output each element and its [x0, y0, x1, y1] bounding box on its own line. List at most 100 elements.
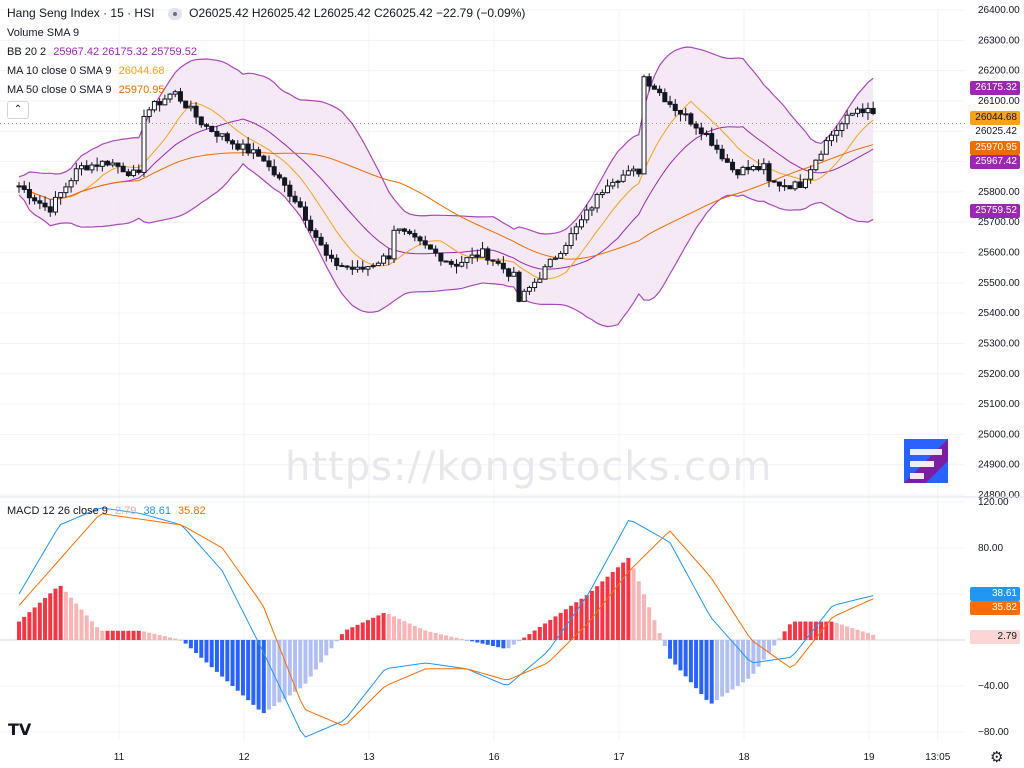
candle-body	[308, 219, 314, 232]
tradingview-logo[interactable]: TV	[8, 720, 32, 739]
price-tick-label: 26200.00	[978, 66, 1020, 77]
candle-body	[756, 166, 762, 171]
macd-hist-bar	[376, 615, 381, 640]
bb-upper-tag: 26175.32	[970, 81, 1020, 95]
macd-hist-bar	[834, 622, 839, 640]
candle-body	[427, 244, 433, 250]
macd-hist-bar	[574, 602, 579, 640]
volume-legend[interactable]: Volume SMA 9	[7, 26, 83, 40]
candle-body	[745, 166, 751, 171]
macd-hist-bar	[845, 626, 850, 640]
candle-body	[657, 88, 663, 94]
candle-body	[355, 266, 361, 270]
macd-hist-bar	[105, 630, 110, 640]
time-tick-label: 11	[114, 752, 125, 763]
macd-hist-bar	[813, 621, 818, 640]
macd-hist-bar	[490, 640, 495, 647]
bb-lower-tag: 25759.52	[970, 204, 1020, 218]
macd-hist-bar	[308, 640, 313, 677]
macd-legend[interactable]: MACD 12 26 close 9 2.79 38.61 35.82	[7, 504, 210, 518]
macd-signal-line	[18, 513, 874, 726]
macd-hist-bar	[220, 640, 225, 677]
candle-body	[740, 166, 746, 176]
price-tick-label: 24900.00	[978, 460, 1020, 471]
candle-body	[787, 185, 793, 190]
price-tick-label: 24800.00	[978, 490, 1020, 501]
candle-body	[141, 116, 147, 173]
candle-body	[391, 229, 397, 260]
candle-body	[230, 140, 236, 145]
watermark: https://kongstocks.com	[285, 444, 773, 490]
candle-body	[860, 108, 866, 114]
macd-hist-bar	[392, 616, 396, 640]
ma50-legend[interactable]: MA 50 close 0 SMA 9 25970.95	[7, 83, 169, 97]
macd-hist-bar	[371, 617, 376, 640]
price-tick-label: 25000.00	[978, 429, 1020, 440]
macd-hist-bar	[662, 640, 667, 647]
bb-label: BB 20 2	[7, 46, 47, 58]
symbol-title[interactable]: Hang Seng Index · 15 · HSI	[7, 6, 155, 20]
hist-tag: 2.79	[970, 630, 1020, 644]
macd-hist-bar	[511, 640, 516, 645]
macd-hist-bar	[527, 634, 532, 640]
gear-icon[interactable]: ⚙	[990, 749, 1004, 766]
candle-body	[79, 165, 84, 170]
candle-body	[204, 124, 209, 127]
macd-hist-bar	[162, 636, 167, 640]
macd-hist-bar	[27, 612, 32, 640]
candle-body	[396, 228, 402, 231]
candle-body	[224, 133, 230, 142]
macd-hist-bar	[69, 597, 74, 640]
candle-body	[26, 188, 32, 199]
candle-body	[490, 259, 496, 262]
macd-hist-value: 2.79	[114, 505, 137, 517]
candle-body	[422, 240, 428, 246]
candle-body	[651, 85, 657, 90]
candle-body	[42, 202, 48, 208]
symbol-legend[interactable]: Hang Seng Index · 15 · HSI O26025.42 H26…	[7, 6, 529, 20]
macd-hist-bar	[860, 631, 865, 640]
candle-body	[526, 287, 532, 292]
collapse-legend-button[interactable]: ⌃	[7, 101, 29, 119]
macd-hist-bar	[334, 640, 339, 642]
candle-body	[250, 149, 256, 154]
eye-icon[interactable]	[167, 7, 182, 20]
macd-hist-bar	[84, 615, 89, 640]
candle-body	[287, 184, 293, 197]
macd-hist-bar	[579, 598, 584, 640]
macd-hist-bar	[475, 640, 480, 643]
macd-hist-bar	[168, 637, 173, 640]
macd-hist-bar	[506, 640, 511, 649]
macd-hist-bar	[605, 576, 610, 640]
macd-hist-bar	[584, 595, 589, 640]
candle-body	[240, 143, 246, 150]
ma10-tag: 26044.68	[970, 111, 1020, 125]
macd-hist-bar	[235, 640, 240, 691]
candle-body	[448, 260, 454, 265]
bb-legend[interactable]: BB 20 2 25967.42 26175.32 25759.52	[7, 45, 201, 59]
macd-hist-bar	[777, 638, 782, 640]
ma10-value: 26044.68	[118, 65, 165, 77]
macd-hist-bar	[678, 640, 683, 671]
macd-hist-bar	[178, 639, 183, 641]
candle-body	[849, 112, 855, 116]
candle-body	[797, 181, 803, 188]
ma10-legend[interactable]: MA 10 close 0 SMA 9 26044.68	[7, 64, 169, 78]
candle-body	[818, 153, 824, 161]
candle-body	[631, 168, 637, 172]
candle-body	[573, 226, 579, 235]
candle-body	[724, 158, 730, 163]
ohlc-readout: O26025.42 H26025.42 L26025.42 C26025.42 …	[189, 6, 526, 20]
macd-hist-bar	[381, 613, 386, 640]
candle-body	[433, 248, 439, 254]
candle-body	[454, 263, 459, 267]
candle-body	[599, 192, 605, 196]
candle-body	[271, 166, 277, 176]
macd-line	[18, 507, 874, 738]
candle-body	[615, 180, 621, 183]
macd-hist-bar	[53, 588, 58, 640]
macd-hist-bar	[43, 598, 48, 640]
candle-body	[282, 177, 288, 186]
